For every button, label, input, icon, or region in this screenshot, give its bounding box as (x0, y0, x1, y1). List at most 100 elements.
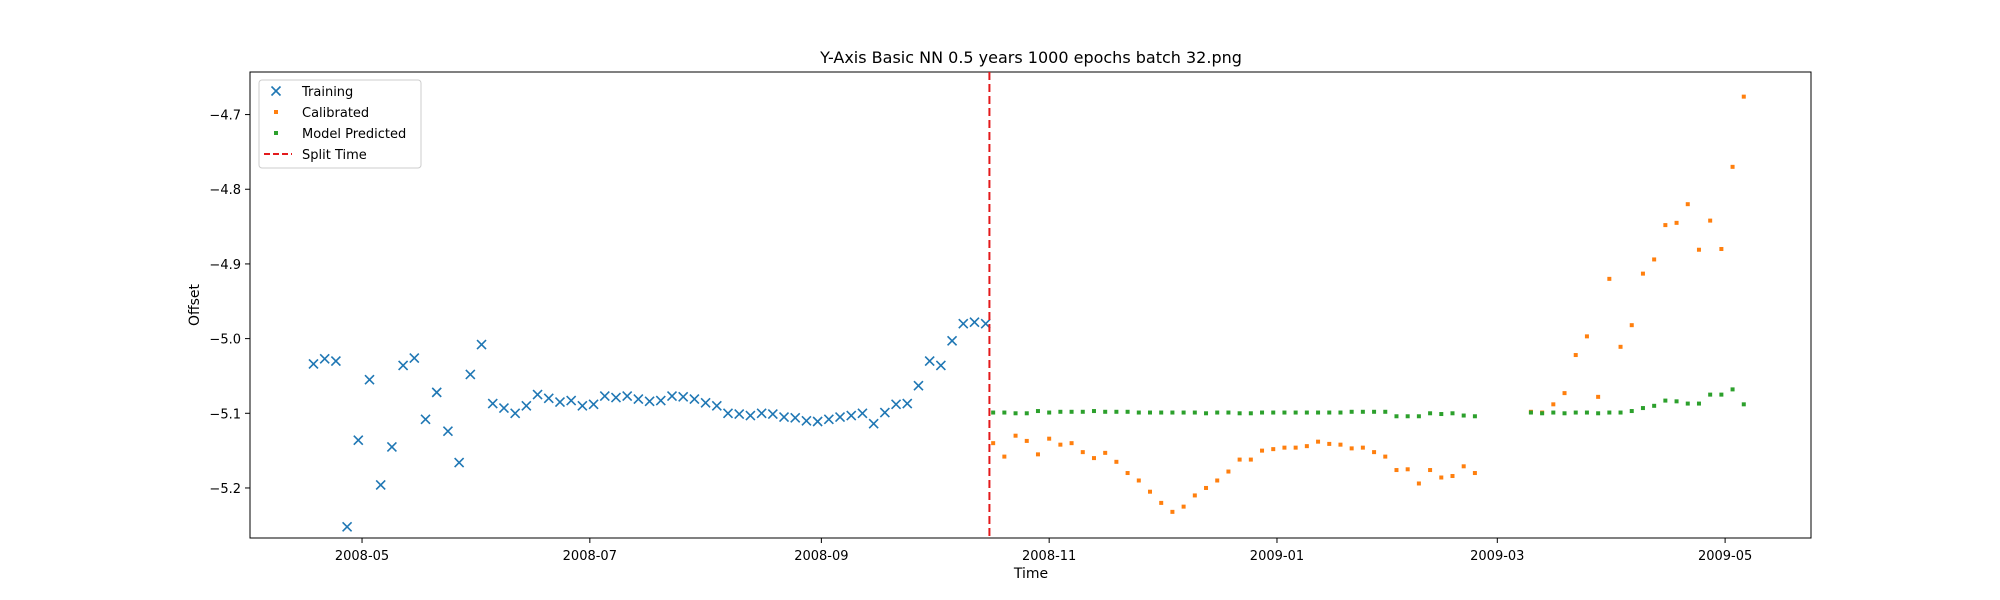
predicted-point (1640, 406, 1645, 411)
predicted-point (1080, 409, 1085, 414)
predicted-point (1596, 411, 1601, 416)
training-point (319, 353, 330, 364)
calibrated-point (1405, 467, 1410, 472)
predicted-point (1114, 409, 1119, 414)
predicted-point (1652, 403, 1657, 408)
legend-marker-model-predicted (274, 131, 278, 135)
training-point (778, 411, 790, 423)
calibrated-point (1428, 468, 1433, 473)
predicted-point (1260, 410, 1265, 415)
training-point (510, 408, 521, 419)
training-point (678, 391, 689, 402)
y-tick-label: −4.8 (209, 183, 241, 198)
calibrated-point (1237, 457, 1242, 462)
predicted-point (1170, 410, 1175, 415)
training-point (543, 393, 554, 404)
calibrated-point (1708, 218, 1713, 223)
series-calibrated (991, 94, 1746, 514)
training-point (689, 394, 700, 405)
predicted-point (1674, 399, 1679, 404)
predicted-point (1450, 411, 1455, 416)
calibrated-point (1629, 323, 1634, 328)
calibrated-point (1091, 456, 1096, 461)
predicted-point (1562, 411, 1567, 416)
predicted-point (1528, 410, 1533, 415)
training-point (947, 335, 958, 346)
calibrated-point (1730, 164, 1735, 169)
training-point (644, 396, 655, 407)
x-tick-label: 2008-11 (1022, 549, 1076, 564)
training-point (498, 402, 510, 414)
training-point (588, 399, 599, 410)
calibrated-point (1674, 220, 1679, 225)
calibrated-point (1472, 471, 1477, 476)
calibrated-point (1741, 94, 1746, 99)
x-axis-title: Time (1013, 566, 1048, 582)
predicted-point (1304, 410, 1309, 415)
calibrated-point (1293, 445, 1298, 450)
training-point (958, 318, 969, 329)
calibrated-point (1058, 442, 1063, 447)
training-point (442, 426, 453, 437)
calibrated-point (1562, 391, 1567, 396)
predicted-point (1383, 409, 1388, 414)
training-point (913, 380, 924, 391)
calibrated-point (1114, 459, 1119, 464)
predicted-point (1741, 402, 1746, 407)
training-point (308, 358, 319, 370)
legend-marker-calibrated (274, 110, 278, 114)
calibrated-point (1394, 468, 1399, 473)
calibrated-point (1013, 433, 1018, 438)
training-point (409, 352, 420, 364)
calibrated-point (1136, 478, 1141, 483)
calibrated-point (1271, 447, 1276, 452)
predicted-point (1685, 401, 1690, 406)
training-point (532, 389, 543, 400)
legend-marker-training (270, 85, 282, 97)
calibrated-point (1607, 276, 1612, 281)
calibrated-point (1215, 478, 1220, 483)
calibrated-point (1282, 445, 1287, 450)
predicted-point (1551, 410, 1556, 415)
calibrated-point (1035, 452, 1040, 457)
predicted-point (1226, 410, 1231, 415)
calibrated-point (1461, 464, 1466, 469)
training-point (610, 392, 622, 403)
predicted-point (1349, 409, 1354, 414)
training-point (756, 408, 767, 419)
predicted-point (1607, 410, 1612, 415)
calibrated-point (1226, 469, 1231, 474)
calibrated-point (1103, 450, 1108, 455)
predicted-point (1428, 411, 1433, 416)
predicted-point (1663, 398, 1668, 403)
predicted-point (1416, 414, 1421, 419)
calibrated-point (1069, 441, 1074, 446)
training-point (364, 374, 375, 385)
predicted-point (1125, 409, 1130, 414)
predicted-point (1002, 410, 1007, 415)
legend-label-model-predicted: Model Predicted (302, 127, 406, 142)
calibrated-point (1316, 439, 1321, 444)
training-point (353, 435, 364, 446)
predicted-point (1327, 410, 1332, 415)
calibrated-point (1148, 489, 1153, 494)
training-point (420, 414, 431, 425)
predicted-point (1237, 411, 1242, 416)
predicted-point (1103, 409, 1108, 414)
training-point (431, 387, 442, 398)
predicted-point (1338, 410, 1343, 415)
predicted-point (1405, 414, 1410, 419)
data-marks (308, 94, 1746, 532)
legend: Training Calibrated Model Predicted Split T… (258, 79, 422, 169)
training-point (476, 339, 487, 350)
calibrated-point (1584, 334, 1589, 339)
training-point (868, 418, 879, 429)
calibrated-point (1663, 223, 1668, 228)
predicted-point (1584, 410, 1589, 415)
calibrated-point (1304, 444, 1309, 449)
y-axis-title: Offset (187, 283, 203, 326)
training-point (375, 479, 386, 491)
predicted-point (1719, 392, 1724, 397)
calibrated-point (1349, 446, 1354, 451)
series-training (308, 317, 991, 532)
